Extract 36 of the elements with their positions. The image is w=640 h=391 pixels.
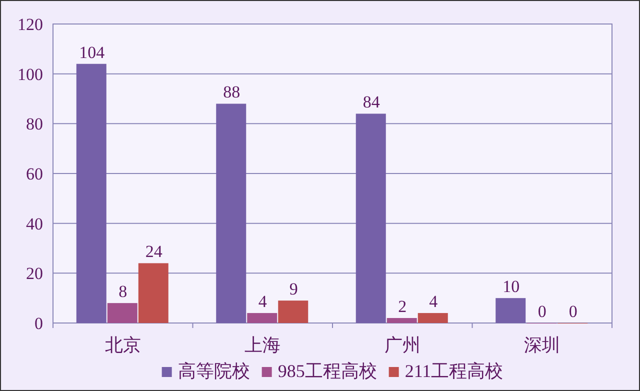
bar <box>76 64 106 323</box>
x-tick-label: 深圳 <box>524 335 560 355</box>
x-tick-label: 上海 <box>244 335 281 355</box>
data-label: 104 <box>79 42 106 62</box>
y-tick-label: 80 <box>26 114 43 134</box>
bar <box>247 313 278 323</box>
data-label: 24 <box>145 242 163 262</box>
data-label: 0 <box>568 302 578 321</box>
data-label: 9 <box>289 280 298 299</box>
data-label: 4 <box>429 292 438 312</box>
x-tick-label: 北京 <box>104 335 141 355</box>
y-tick-label: 40 <box>26 214 43 234</box>
bar <box>356 114 386 323</box>
data-label: 10 <box>502 277 520 296</box>
data-label: 84 <box>362 92 380 112</box>
y-tick-label: 100 <box>18 64 43 84</box>
y-tick-label: 20 <box>26 264 43 284</box>
data-label: 4 <box>258 292 268 312</box>
legend-label: 高等院校 <box>178 361 250 381</box>
bar <box>386 318 417 323</box>
legend-label: 211工程高校 <box>404 361 504 381</box>
bar <box>278 300 308 323</box>
data-label: 88 <box>223 82 240 102</box>
bar <box>418 313 448 323</box>
bar <box>496 298 526 323</box>
bar <box>216 104 246 323</box>
data-label: 8 <box>118 282 128 302</box>
legend-label: 985工程高校 <box>278 361 377 381</box>
y-tick-label: 60 <box>26 164 43 184</box>
bar <box>138 263 168 323</box>
bar <box>107 303 138 323</box>
x-tick-label: 广州 <box>384 335 420 355</box>
y-tick-label: 120 <box>18 15 43 34</box>
data-label: 0 <box>538 302 546 321</box>
data-label: 2 <box>398 297 407 316</box>
y-tick-label: 0 <box>34 314 43 333</box>
